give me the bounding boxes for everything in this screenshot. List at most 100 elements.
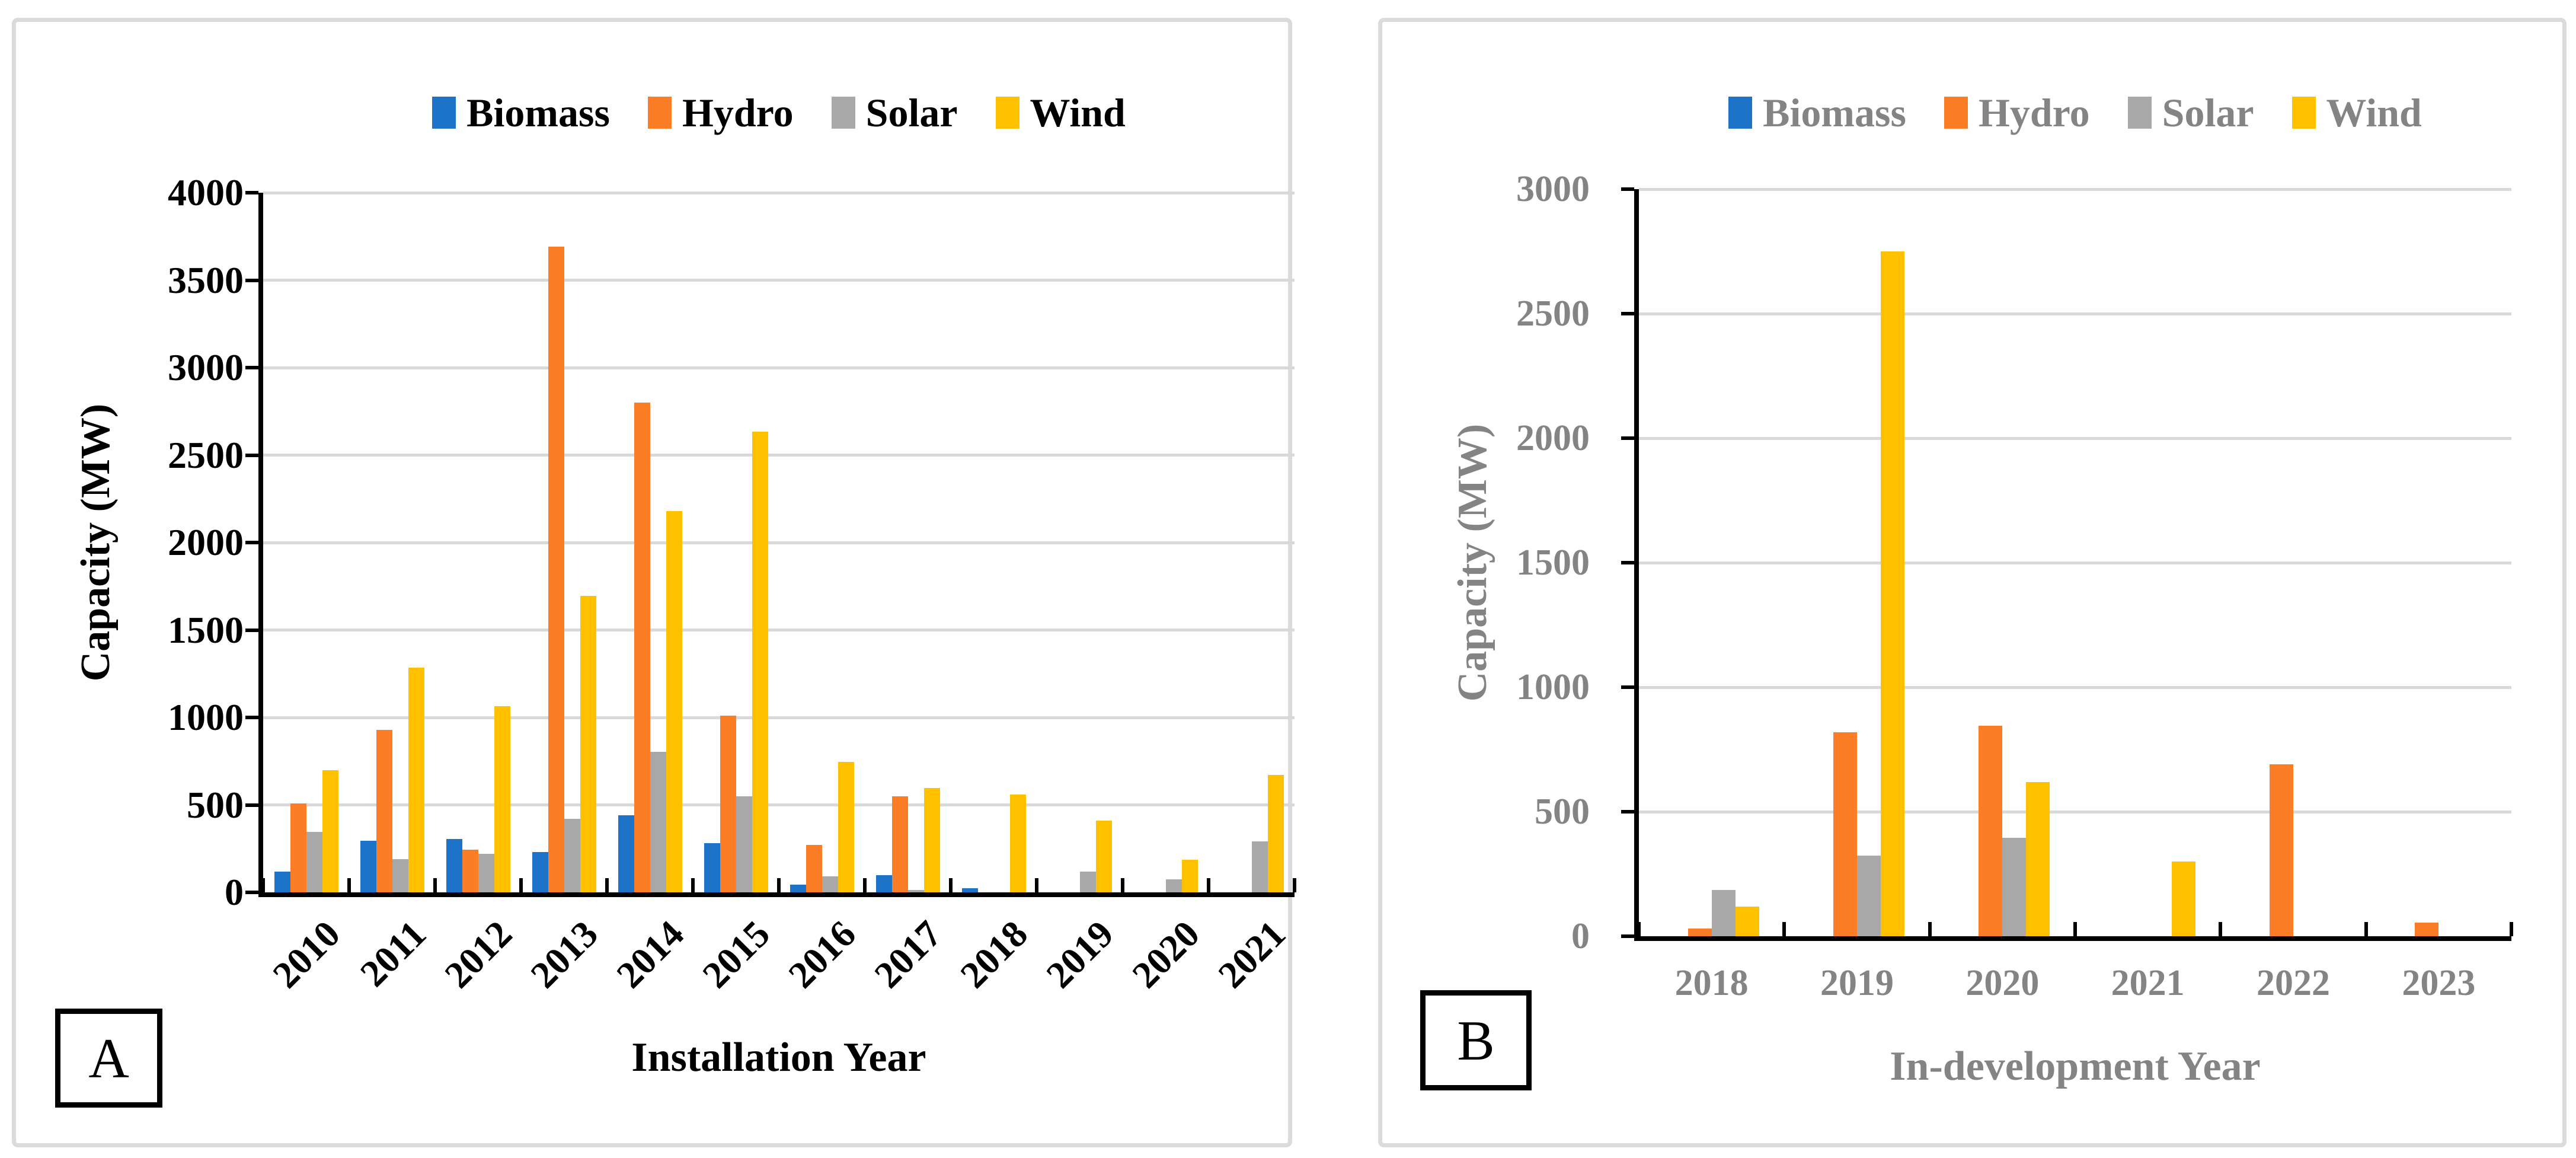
y-axis-line (258, 193, 263, 897)
x-axis-tick (691, 878, 695, 892)
x-axis-line (258, 892, 1295, 897)
bar-biomass-2018 (961, 888, 978, 892)
gridline (263, 716, 1295, 719)
bar-biomass-2011 (360, 840, 376, 892)
legend-label-hydro: Hydro (1978, 90, 2090, 135)
x-tick-label: 2018 (1674, 963, 1749, 1003)
plot-area-A (258, 191, 1296, 897)
bar-hydro-2023 (2415, 922, 2439, 936)
bar-wind-2019 (1095, 821, 1112, 892)
x-axis-tick (1121, 878, 1124, 892)
bar-solar-2014 (650, 751, 666, 892)
y-tick-label: 3500 (168, 259, 244, 301)
gridline (1639, 436, 2511, 440)
legend-swatch-hydro (647, 97, 672, 129)
bar-wind-2020 (2026, 781, 2050, 936)
panel-label-A-text: A (88, 1026, 129, 1090)
y-tick-label: 4000 (168, 171, 244, 213)
x-axis-tick (2364, 922, 2368, 936)
bar-biomass-2014 (618, 815, 634, 892)
bar-biomass-2010 (274, 871, 290, 892)
legend-B: Biomass Hydro Solar Wind (1639, 87, 2511, 138)
bar-solar-2011 (392, 859, 408, 892)
gridline (263, 454, 1295, 457)
y-axis-tick (1621, 187, 1634, 191)
legend-label-solar: Solar (2162, 90, 2254, 135)
bar-solar-2018 (1711, 890, 1736, 936)
y-axis-tick (245, 541, 258, 544)
legend-label-wind: Wind (2326, 90, 2422, 135)
bar-hydro-2010 (290, 803, 306, 892)
bar-solar-2012 (478, 854, 494, 892)
y-tick-label: 0 (1571, 916, 1590, 956)
legend-swatch-biomass (432, 97, 456, 129)
legend-swatch-solar (2127, 97, 2152, 129)
x-axis-line (1634, 936, 2511, 941)
gridline (263, 629, 1295, 631)
legend-swatch-hydro (1944, 97, 1968, 129)
y-axis-tick (245, 453, 258, 457)
x-axis-tick (605, 878, 609, 892)
bar-hydro-2014 (634, 403, 650, 892)
x-axis-tick (1035, 878, 1038, 892)
x-axis-title-A: Installation Year (631, 1035, 926, 1080)
legend-item-biomass: Biomass (1728, 92, 1906, 133)
bar-wind-2020 (1181, 860, 1198, 892)
y-tick-label: 500 (187, 783, 244, 826)
bar-hydro-2020 (1979, 726, 2003, 936)
y-tick-label: 1500 (168, 608, 244, 651)
y-tick-label: 2500 (168, 433, 244, 476)
panel-label-B: B (1420, 990, 1532, 1090)
gridline (1639, 685, 2511, 689)
y-axis-tick (245, 628, 258, 632)
bar-solar-2010 (306, 832, 322, 892)
bar-biomass-2015 (704, 843, 720, 892)
legend-item-biomass: Biomass (432, 92, 610, 133)
x-tick-label: 2023 (2402, 963, 2476, 1003)
panel-A: Biomass Hydro Solar Wind Capacity (MW) Inst… (12, 18, 1296, 1147)
bar-wind-2010 (322, 770, 338, 892)
y-tick-label: 3000 (1516, 169, 1590, 209)
x-axis-tick (1207, 878, 1210, 892)
bar-wind-2021 (1267, 775, 1284, 892)
bar-biomass-2012 (446, 839, 462, 892)
gridline (263, 191, 1295, 194)
bar-wind-2012 (494, 706, 510, 892)
plot-area-B (1634, 187, 2513, 941)
x-axis-tick (347, 878, 351, 892)
gridline (1639, 312, 2511, 315)
bar-hydro-2012 (462, 849, 478, 892)
bar-hydro-2019 (1833, 732, 1857, 936)
y-axis-tick (1621, 934, 1634, 938)
y-axis-tick (245, 366, 258, 369)
legend-label-biomass: Biomass (466, 90, 610, 135)
bar-solar-2019 (1857, 855, 1881, 936)
x-tick-label: 2020 (1965, 963, 2040, 1003)
y-axis-tick (245, 803, 258, 807)
bar-solar-2020 (1165, 879, 1182, 892)
panel-label-B-text: B (1457, 1009, 1495, 1072)
x-axis-title-B: In-development Year (1890, 1044, 2261, 1089)
bar-hydro-2022 (2270, 764, 2293, 936)
x-axis-tick (433, 878, 437, 892)
bar-wind-2021 (2171, 862, 2195, 936)
bar-wind-2014 (666, 511, 682, 892)
gridline (263, 366, 1295, 369)
x-axis-tick (2219, 922, 2223, 936)
legend-A: Biomass Hydro Solar Wind (263, 87, 1295, 138)
bar-solar-2013 (564, 819, 580, 892)
bar-wind-2019 (1881, 251, 1904, 936)
y-tick-label: 2000 (168, 521, 244, 563)
legend-swatch-solar (831, 97, 855, 129)
bar-solar-2019 (1079, 871, 1096, 892)
bar-wind-2018 (1735, 906, 1759, 936)
bar-solar-2021 (1251, 841, 1268, 892)
x-axis-tick (1293, 878, 1296, 892)
x-axis-tick (863, 878, 867, 892)
bar-biomass-2016 (790, 884, 806, 892)
bar-wind-2016 (838, 762, 854, 892)
gridline (1639, 561, 2511, 564)
legend-label-solar: Solar (865, 90, 958, 135)
legend-item-solar: Solar (2127, 90, 2254, 135)
y-tick-label: 500 (1535, 792, 1590, 832)
